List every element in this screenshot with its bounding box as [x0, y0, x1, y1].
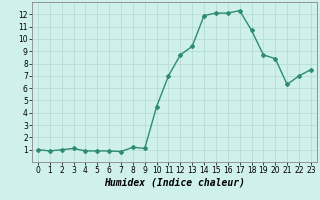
X-axis label: Humidex (Indice chaleur): Humidex (Indice chaleur) — [104, 178, 245, 188]
